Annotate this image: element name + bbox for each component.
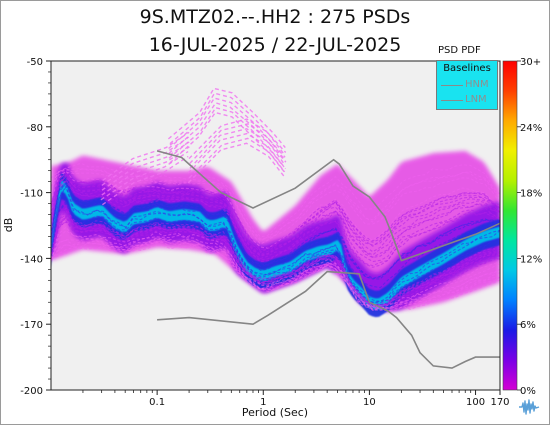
legend-line-hnm <box>441 85 463 86</box>
psd-streak <box>51 239 500 310</box>
psd-streak <box>51 162 500 238</box>
psd-streak <box>51 237 500 310</box>
y-axis-label: dB <box>2 218 15 233</box>
psd-streak <box>51 179 500 268</box>
baseline-curves <box>156 150 500 369</box>
psd-streak <box>51 174 500 256</box>
psd-streak <box>51 180 500 267</box>
colorbar-tick-label: 24% <box>520 123 542 134</box>
colorbar-title: PSD PDF <box>438 45 481 56</box>
psd-streak <box>51 176 500 258</box>
psd-streak <box>51 209 500 306</box>
psd-outlier-streak <box>187 132 287 174</box>
psd-streak <box>51 184 500 303</box>
seismometer-logo-icon <box>519 399 540 415</box>
psd-streak <box>51 171 500 251</box>
y-tick-label: -50 <box>27 57 43 68</box>
chart-title: 9S.MTZ02.--.HH2 : 275 PSDs <box>139 6 411 28</box>
y-tick-label: -110 <box>20 189 43 200</box>
colorbar <box>502 60 518 391</box>
psd-outlier-streak <box>168 102 287 163</box>
x-tick-label: 0.1 <box>149 397 165 408</box>
colorbar-tick-label: 0% <box>520 386 536 397</box>
legend-label-hnm: HNM <box>465 79 489 90</box>
psd-streak <box>51 167 500 242</box>
baseline-hnm <box>156 150 500 262</box>
y-tick-label: -170 <box>20 320 43 331</box>
psd-outlier-streak <box>100 151 189 201</box>
psd-streak <box>51 240 500 311</box>
psd-outlier-streak <box>168 106 285 168</box>
legend-title: Baselines <box>443 63 491 74</box>
x-tick-label: 170 <box>490 397 509 408</box>
psd-outlier-streak <box>188 137 287 179</box>
colorbar-tick-label: 18% <box>520 189 542 200</box>
baselines-legend: Baselines HNM LNM <box>436 60 498 110</box>
x-tick-label: 10 <box>363 397 376 408</box>
y-tick-label: -140 <box>20 254 43 265</box>
psd-streak <box>51 174 500 251</box>
psd-outlier-streak <box>102 131 190 182</box>
psd-streak <box>51 182 500 289</box>
colorbar-tick-label: 12% <box>520 254 542 265</box>
legend-label-lnm: LNM <box>465 94 487 105</box>
psd-streak <box>51 216 500 307</box>
psd-outlier-streak <box>169 111 286 173</box>
psd-outlier-streak <box>189 128 285 169</box>
legend-line-lnm <box>441 100 463 101</box>
psd-streak <box>51 181 500 280</box>
psd-streak <box>51 209 500 308</box>
colorbar-ticks: 30+ 24% 18% 12% 6% 0% <box>517 57 542 397</box>
psd-outlier-streak <box>101 146 190 196</box>
psd-outlier-streak <box>187 142 287 184</box>
psd-streak <box>51 178 500 263</box>
pdf-band-core <box>51 172 500 318</box>
psd-streak <box>51 216 500 308</box>
psd-outlier-streak <box>101 141 190 191</box>
axes: 0.1 1 10 100 170 -50 -80 -110 -140 -170 -200 <box>20 57 509 408</box>
psd-outlier-streak <box>167 87 286 149</box>
psd-streak <box>51 226 500 307</box>
psd-streak <box>51 207 500 305</box>
psd-streak <box>51 185 500 303</box>
colorbar-tick-label: 6% <box>520 320 536 331</box>
psd-streak <box>51 230 500 311</box>
baseline-lnm <box>157 270 500 369</box>
psd-outlier-streak <box>189 123 285 164</box>
x-tick-label: 100 <box>466 397 485 408</box>
y-tick-label: -200 <box>20 386 43 397</box>
psd-outlier-streak <box>168 97 286 158</box>
colorbar-tick-label: 30+ <box>520 57 541 68</box>
psd-outlier-streak <box>101 155 189 206</box>
psd-streak <box>51 170 500 249</box>
y-tick-label: -80 <box>27 123 43 134</box>
psd-streak <box>51 173 500 252</box>
psd-streak <box>51 183 500 279</box>
x-tick-label: 1 <box>260 397 266 408</box>
psd-streak <box>51 244 500 312</box>
psd-outlier-streak <box>101 136 190 186</box>
psd-streak <box>51 214 500 308</box>
psd-streak <box>51 238 500 309</box>
psd-outlier-streak <box>188 118 285 160</box>
chart-subtitle: 16-JUL-2025 / 22-JUL-2025 <box>148 34 402 56</box>
psd-outlier-streak <box>169 92 287 153</box>
x-axis-label: Period (Sec) <box>242 406 308 419</box>
psd-pdf-heatmap <box>51 87 500 318</box>
